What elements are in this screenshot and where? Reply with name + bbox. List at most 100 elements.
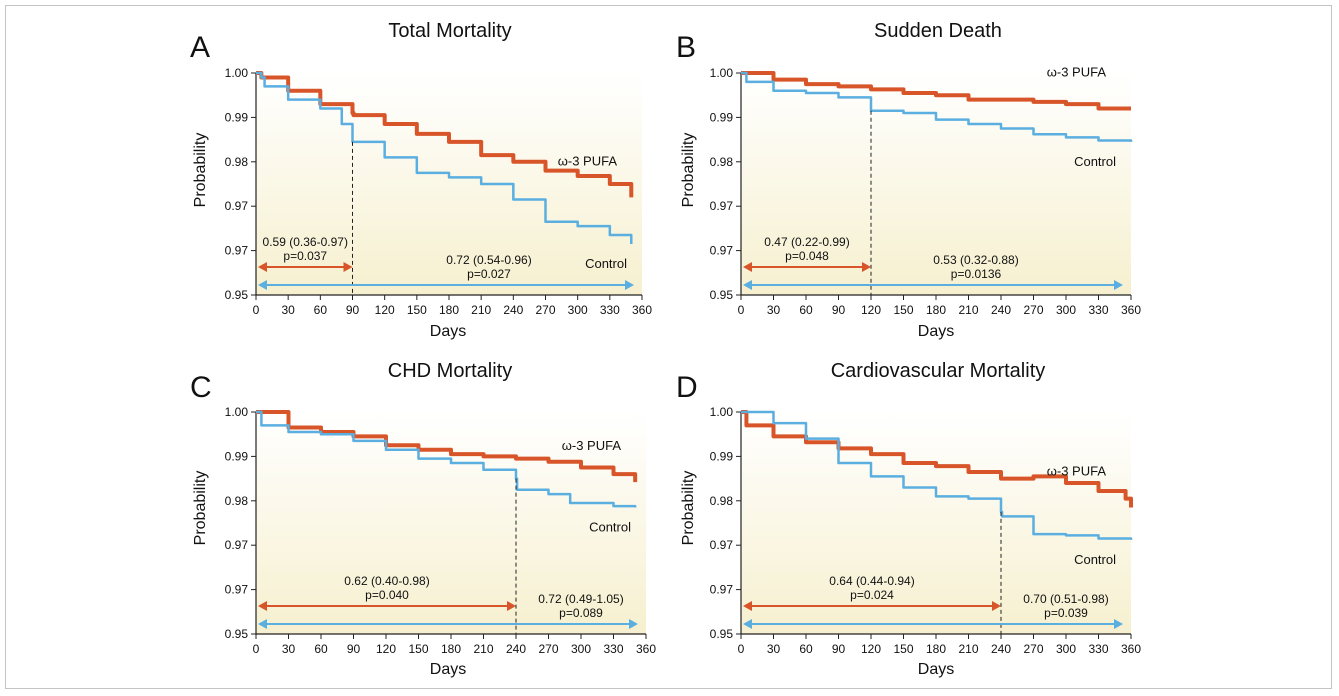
panel-d-arrowhead-right: [1114, 619, 1123, 629]
panel-d-xtick-label: 150: [893, 642, 913, 656]
panel-a-ytick-label: 0.98: [225, 155, 249, 169]
panel-a-xlabel: Days: [430, 323, 466, 340]
panel-c-xtick-label: 330: [603, 642, 623, 656]
panel-c-xtick-label: 30: [282, 642, 296, 656]
panel-a: A Total Mortality Probability Days 1.00 0…: [190, 20, 652, 340]
panel-c-xtick-label: 150: [408, 642, 428, 656]
panel-d-ytick-label: 0.95: [710, 627, 734, 641]
panel-d-xtick-label: 120: [861, 642, 881, 656]
panel-b-ytick-label: 0.97: [710, 244, 734, 258]
panel-b-ylabel: Probability: [680, 133, 697, 208]
panel-c-arrowhead-right: [629, 619, 638, 629]
panel-a-arrowhead-right: [343, 262, 353, 272]
panel-a-ylabel: Probability: [192, 133, 209, 208]
panel-a-xtick-label: 30: [281, 303, 295, 317]
panel-c-ytick-label: 0.95: [225, 627, 249, 641]
panel-c-xtick-label: 60: [314, 642, 328, 656]
panel-c-annotation-ci: 0.62 (0.40-0.98): [344, 574, 429, 588]
panel-a-ytick-label: 1.00: [225, 66, 249, 80]
panel-d-annotation-ci: 0.70 (0.51-0.98): [1023, 592, 1108, 606]
panel-d-series-omega3: [741, 410, 1133, 508]
panel-b-annotation-p: p=0.0136: [951, 267, 1002, 281]
panel-a-series-omega3: [256, 71, 634, 198]
panel-c-annotation-p: p=0.089: [559, 606, 603, 620]
panel-b-annotation-ci: 0.53 (0.32-0.88): [933, 253, 1018, 267]
panel-d-xtick-label: 90: [832, 642, 846, 656]
panel-a-arrowhead-right: [625, 280, 634, 290]
panel-d-arrowhead-left: [743, 619, 752, 629]
panel-b-xtick-label: 240: [991, 303, 1011, 317]
panel-d-xtick-label: 270: [1023, 642, 1043, 656]
panel-a-xtick-label: 360: [632, 303, 652, 317]
panel-b-xtick-label: 150: [893, 303, 913, 317]
panel-d-annotation-ci: 0.64 (0.44-0.94): [829, 574, 914, 588]
panel-b-series-omega3: [741, 71, 1131, 111]
panel-c-title: CHD Mortality: [388, 360, 512, 382]
panel-a-xtick-label: 240: [503, 303, 523, 317]
panel-b-xlabel: Days: [918, 323, 954, 340]
panel-b-ytick-label: 1.00: [710, 66, 734, 80]
panel-d-ytick-label: 0.97: [710, 538, 734, 552]
panel-a-annotation-p: p=0.037: [283, 249, 327, 263]
panel-d-xtick-label: 30: [767, 642, 781, 656]
panel-d-title: Cardiovascular Mortality: [831, 360, 1046, 382]
panel-d-xtick-label: 300: [1056, 642, 1076, 656]
panel-b-xtick-label: 360: [1121, 303, 1141, 317]
panel-c-xtick-label: 210: [473, 642, 493, 656]
panel-d-plot: 1.00 0.99 0.98 0.97 0.97 0.95 0 30 60 90 120 150 180…: [710, 405, 1142, 656]
panel-a-annotation-ci: 0.59 (0.36-0.97): [263, 235, 348, 249]
panel-d-series-control: [741, 410, 1133, 540]
panel-c-xtick-label: 180: [441, 642, 461, 656]
panel-b-xtick-label: 120: [861, 303, 881, 317]
panel-c-xtick-label: 360: [636, 642, 656, 656]
panel-a-arrowhead-left: [258, 280, 267, 290]
panel-b-title: Sudden Death: [874, 20, 1002, 42]
panel-d-annotation-p: p=0.039: [1044, 606, 1088, 620]
panel-b-xtick-label: 180: [926, 303, 946, 317]
panel-d-arrowhead-left: [743, 601, 752, 611]
panel-a-plot: 1.00 0.99 0.98 0.97 0.97 0.95 0 30 60 90 120 150 180…: [225, 66, 653, 317]
panel-a-annotation-ci: 0.72 (0.54-0.96): [446, 253, 531, 267]
panel-c-letter: C: [190, 371, 212, 404]
panel-c-series-control: [256, 410, 637, 508]
panel-d-xtick-label: 0: [738, 642, 745, 656]
panel-c-xtick-label: 270: [538, 642, 558, 656]
panel-b-xtick-label: 270: [1023, 303, 1043, 317]
panel-b-ytick-label: 0.99: [710, 110, 734, 124]
panel-a-label-control: Control: [585, 256, 627, 271]
panel-a-xtick-label: 270: [535, 303, 555, 317]
panel-a-letter: A: [190, 31, 210, 64]
panel-d-letter: D: [676, 371, 698, 404]
panel-c-label-omega3: ω-3 PUFA: [562, 438, 622, 453]
panel-c-plot: 1.00 0.99 0.98 0.97 0.97 0.95 0 30 60 90 120 150 180…: [225, 405, 657, 656]
panel-c-arrowhead-left: [258, 619, 267, 629]
panel-a-title: Total Mortality: [388, 20, 511, 42]
panel-b-xtick-label: 30: [767, 303, 781, 317]
panel-d: D Cardiovascular Mortality Probability D…: [676, 360, 1141, 678]
panel-d-ylabel: Probability: [680, 471, 697, 546]
panel-b-annotation-ci: 0.47 (0.22-0.99): [764, 235, 849, 249]
panel-c-ytick-label: 0.99: [225, 449, 249, 463]
panel-b-plot: 1.00 0.99 0.98 0.97 0.97 0.95 0 30 60 90 120 150 180…: [710, 65, 1142, 317]
panel-d-xtick-label: 60: [799, 642, 813, 656]
panel-d-ytick-label: 0.97: [710, 583, 734, 597]
panel-a-ytick-label: 0.97: [225, 244, 249, 258]
panel-d-xtick-label: 240: [991, 642, 1011, 656]
figure-frame: [5, 5, 1332, 689]
panel-a-xtick-label: 90: [346, 303, 360, 317]
panel-d-arrowhead-right: [992, 601, 1001, 611]
panel-b-letter: B: [676, 31, 696, 64]
panel-c-annotation-ci: 0.72 (0.49-1.05): [538, 592, 623, 606]
panel-a-xtick-label: 0: [253, 303, 260, 317]
panel-c-xtick-label: 240: [506, 642, 526, 656]
panel-d-ytick-label: 1.00: [710, 405, 734, 419]
panel-d-background: [741, 412, 1131, 634]
panel-b-label-control: Control: [1074, 154, 1116, 169]
panel-c-xlabel: Days: [430, 661, 466, 678]
panel-c-ytick-label: 0.97: [225, 583, 249, 597]
panel-a-ytick-label: 0.99: [225, 110, 249, 124]
panel-a-xtick-label: 150: [407, 303, 427, 317]
panel-b-xtick-label: 90: [832, 303, 846, 317]
panel-d-label-omega3: ω-3 PUFA: [1047, 463, 1107, 478]
panel-b-annotation-p: p=0.048: [785, 249, 829, 263]
